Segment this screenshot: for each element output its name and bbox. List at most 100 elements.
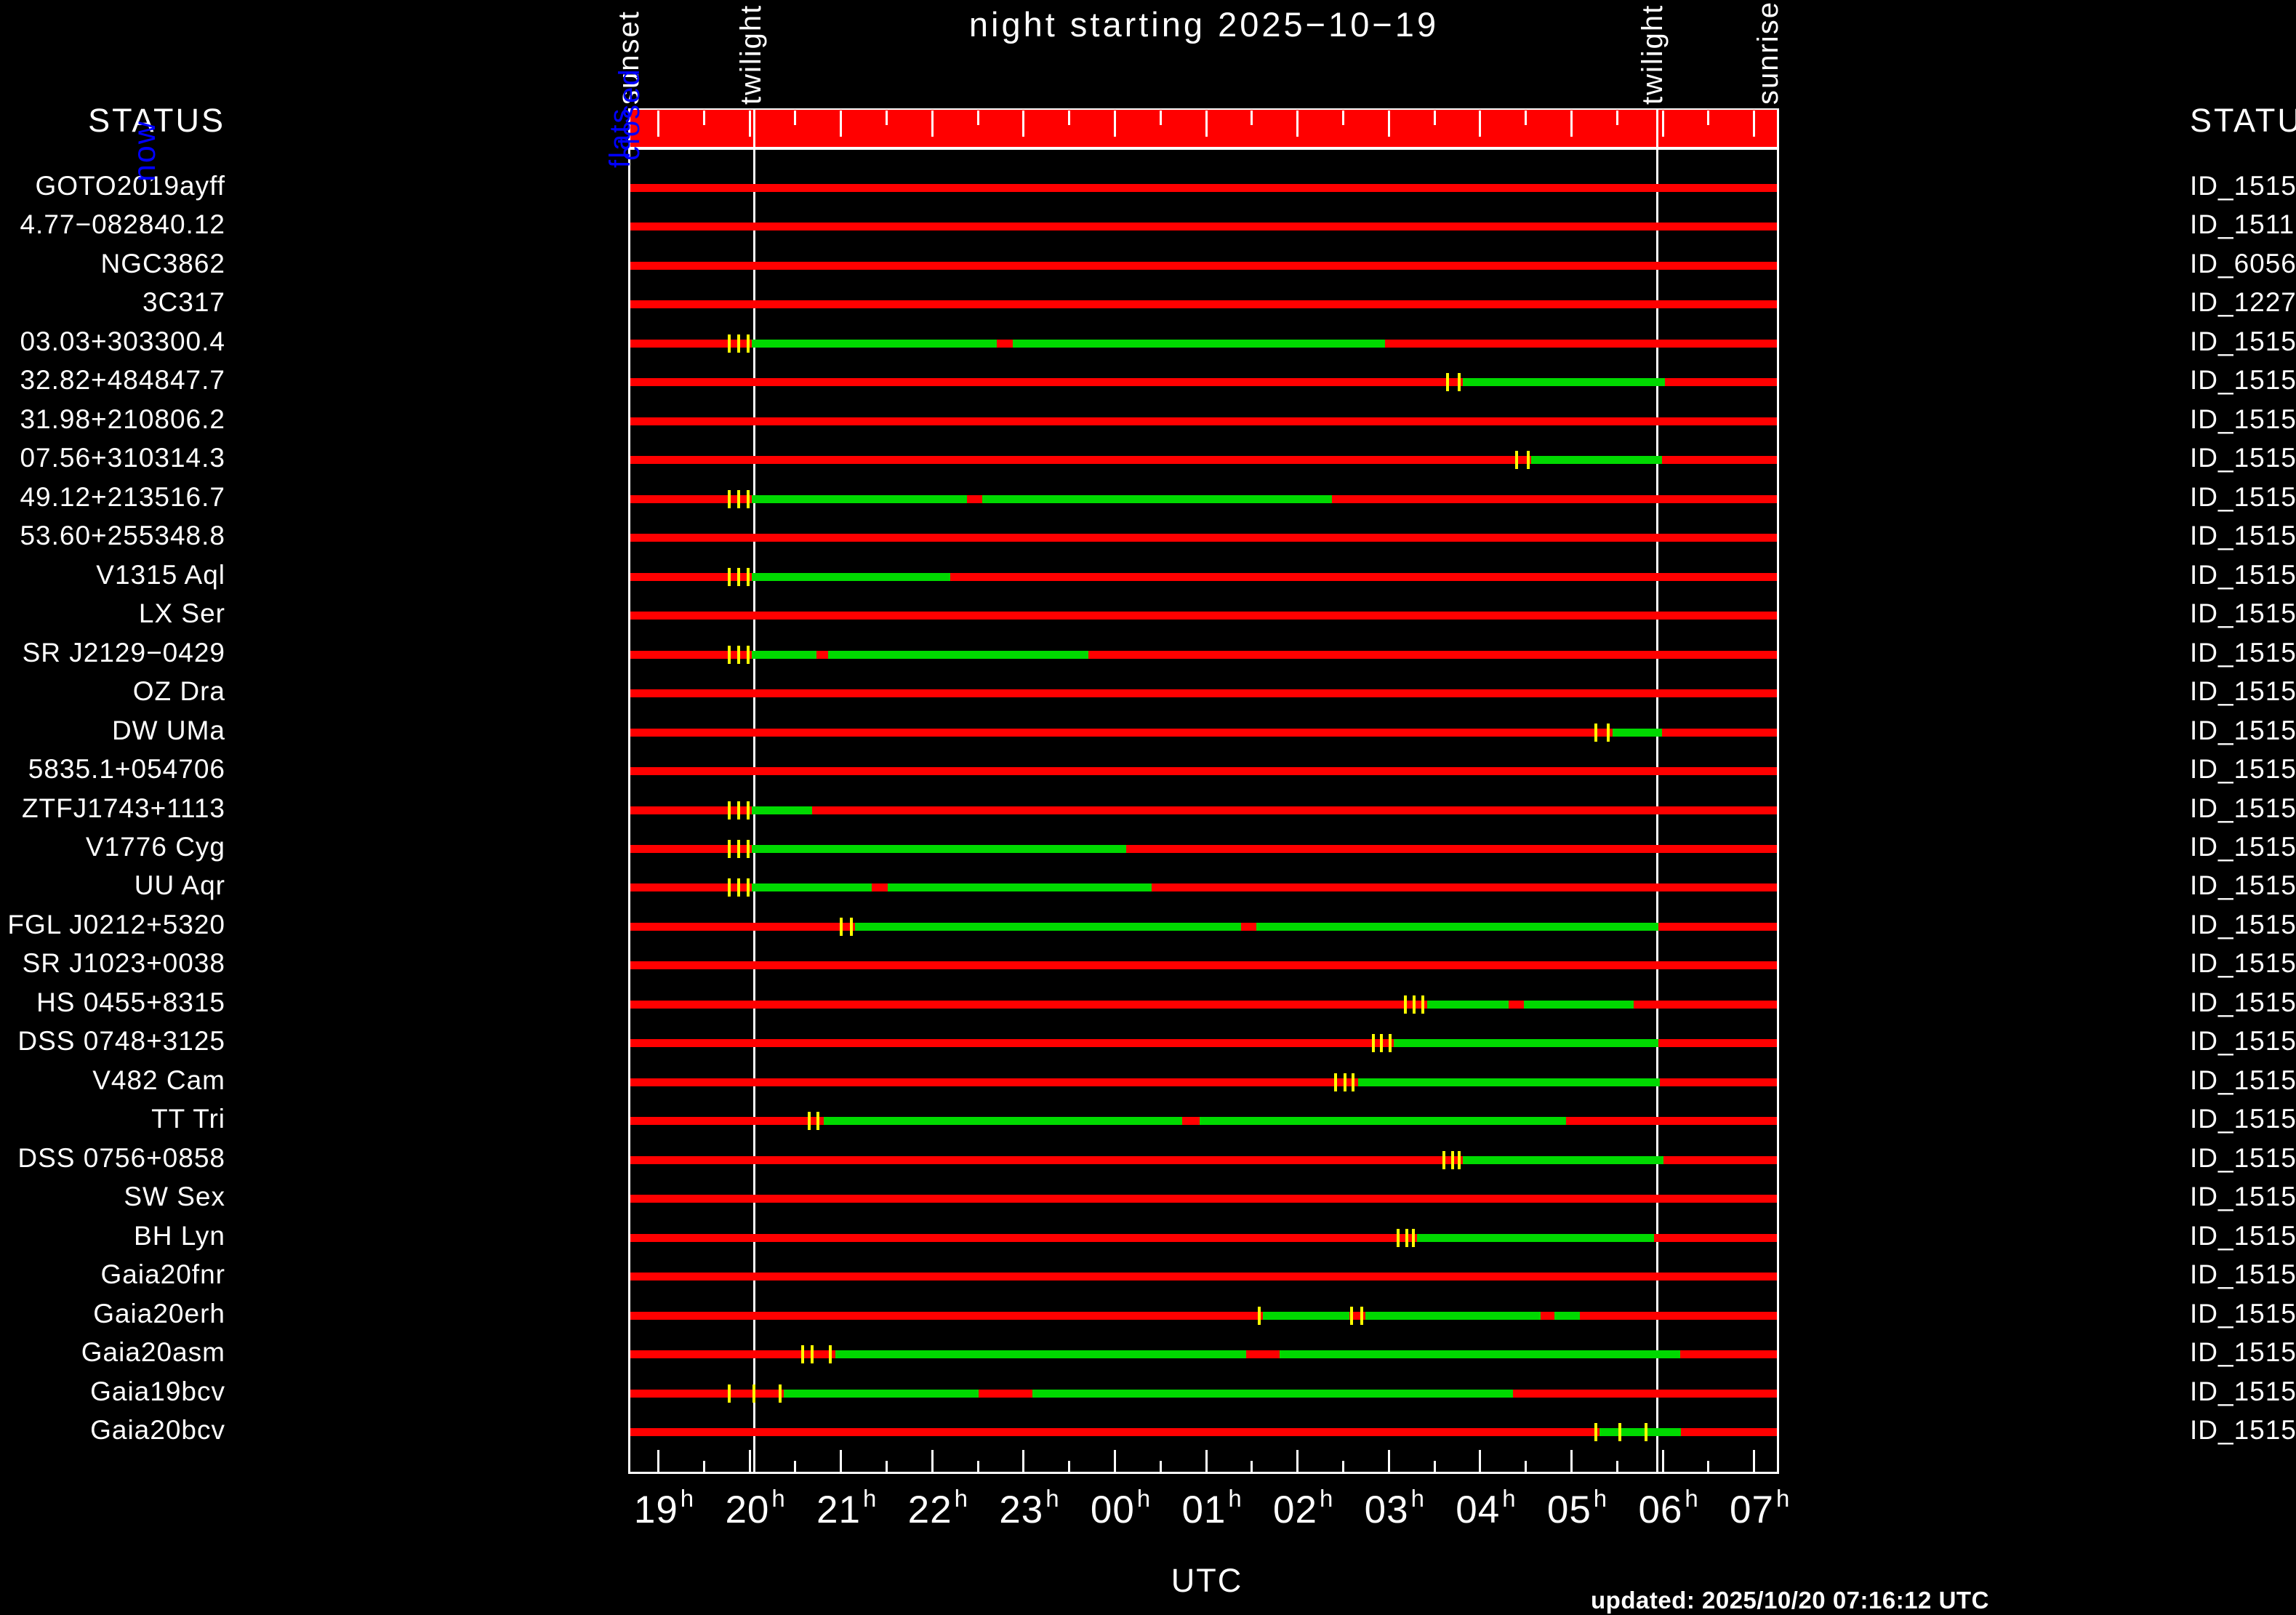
status-bar-tick	[1433, 111, 1436, 125]
pointing-tick	[816, 1112, 820, 1130]
page-title: night starting 2025−10−19	[968, 5, 1440, 44]
hour-value: 07	[1730, 1488, 1774, 1531]
status-id-label: ID_1515	[2190, 560, 2296, 590]
target-row-bar	[630, 806, 1777, 814]
observation-segment	[751, 651, 816, 659]
axis-tick	[1753, 1450, 1756, 1472]
pointing-tick	[1421, 995, 1424, 1014]
pointing-tick	[1451, 1151, 1455, 1169]
hour-superscript-h: h	[680, 1485, 695, 1512]
status-bar-tick	[1753, 111, 1756, 137]
target-row-bar	[630, 534, 1777, 542]
pointing-tick	[1618, 1423, 1622, 1441]
target-row-bar	[630, 1001, 1777, 1009]
pointing-tick	[737, 568, 741, 586]
observation-segment	[1524, 1001, 1634, 1009]
hour-label: 20h	[725, 1485, 785, 1532]
pointing-tick	[728, 490, 731, 508]
target-row-bar	[630, 1039, 1777, 1047]
target-name-label: SW Sex	[124, 1182, 225, 1211]
hour-value: 05	[1546, 1488, 1591, 1531]
target-row-bar	[630, 961, 1777, 969]
axis-tick	[794, 1461, 797, 1472]
observation-segment	[1554, 1312, 1580, 1320]
pointing-tick	[728, 646, 731, 664]
hour-superscript-h: h	[1775, 1485, 1791, 1512]
target-row-bar	[630, 1428, 1777, 1436]
pointing-tick	[746, 801, 750, 819]
hour-superscript-h: h	[1228, 1485, 1243, 1512]
pointing-tick	[746, 646, 750, 664]
pointing-tick	[728, 801, 731, 819]
marker-label-sunrise: sunrise	[1752, 1, 1785, 105]
status-header-left: STATUS	[88, 102, 225, 139]
hour-label: 03h	[1365, 1485, 1425, 1532]
hour-label: 19h	[634, 1485, 695, 1532]
target-name-label: Gaia20erh	[93, 1299, 225, 1329]
axis-tick	[886, 1461, 888, 1472]
axis-tick	[1205, 1450, 1208, 1472]
target-name-label: 49.12+213516.7	[20, 482, 225, 512]
status-bar-tick	[1615, 111, 1618, 125]
status-id-label: ID_1515	[2190, 443, 2296, 473]
status-id-label: ID_1515	[2190, 793, 2296, 823]
target-row-bar	[630, 300, 1777, 308]
hour-label: 07h	[1730, 1485, 1791, 1532]
observation-segment	[1365, 1312, 1541, 1320]
pointing-tick	[1344, 1073, 1346, 1091]
axis-tick	[657, 1450, 659, 1472]
status-id-label: ID_1515	[2190, 1337, 2296, 1367]
target-name-label: DSS 0756+0858	[17, 1143, 225, 1173]
hour-label: 06h	[1638, 1485, 1698, 1532]
status-bar-tick	[1479, 111, 1482, 137]
axis-tick	[1022, 1450, 1025, 1472]
target-row-bar	[630, 651, 1777, 659]
status-id-label: ID_1515	[2190, 1065, 2296, 1095]
target-row-bar	[630, 223, 1777, 231]
pointing-tick	[1645, 1423, 1648, 1441]
pointing-tick	[1594, 724, 1598, 742]
twilight-line	[752, 109, 755, 1472]
target-row-bar	[630, 1312, 1777, 1320]
status-bar-tick	[1525, 111, 1528, 125]
pointing-tick	[737, 801, 741, 819]
status-id-label: ID_1227	[2190, 287, 2296, 317]
target-name-label: V1315 Aql	[96, 560, 225, 590]
status-id-label: ID_1515	[2190, 832, 2296, 862]
target-row-bar	[630, 456, 1777, 464]
target-name-label: Gaia20fnr	[100, 1259, 225, 1289]
pointing-tick	[746, 840, 750, 858]
status-id-label: ID_1511	[2190, 209, 2295, 239]
hour-label: 22h	[908, 1485, 968, 1532]
status-bar-separator	[628, 147, 1779, 150]
twilight-line	[1656, 109, 1659, 1472]
pointing-tick	[778, 1384, 782, 1403]
pointing-tick	[1594, 1423, 1598, 1441]
axis-tick	[1661, 1450, 1664, 1472]
pointing-tick	[737, 878, 741, 897]
pointing-tick	[1360, 1307, 1363, 1325]
observation-segment	[1357, 1078, 1661, 1086]
hour-superscript-h: h	[954, 1485, 968, 1512]
hour-label: 21h	[816, 1485, 877, 1532]
pointing-tick	[1349, 1307, 1353, 1325]
observation-segment	[1427, 1001, 1509, 1009]
status-bar-tick	[1342, 111, 1344, 125]
target-name-label: TT Tri	[151, 1104, 225, 1134]
target-row-bar	[630, 1273, 1777, 1281]
observation-segment	[1613, 729, 1662, 737]
axis-tick	[1342, 1461, 1344, 1472]
pointing-tick	[1405, 1229, 1409, 1247]
status-bar-tick	[1296, 111, 1299, 137]
pointing-tick	[828, 1345, 832, 1363]
target-name-label: DSS 0748+3125	[17, 1026, 225, 1056]
pointing-tick	[1527, 451, 1530, 469]
axis-tick	[1479, 1450, 1482, 1472]
status-bar-tick	[1022, 111, 1025, 137]
status-bar-tick	[794, 111, 797, 125]
target-name-label: Gaia19bcv	[90, 1376, 225, 1406]
target-row-bar	[630, 767, 1777, 775]
plot-frame-right	[1777, 108, 1779, 1474]
observation-segment	[823, 1117, 1183, 1125]
